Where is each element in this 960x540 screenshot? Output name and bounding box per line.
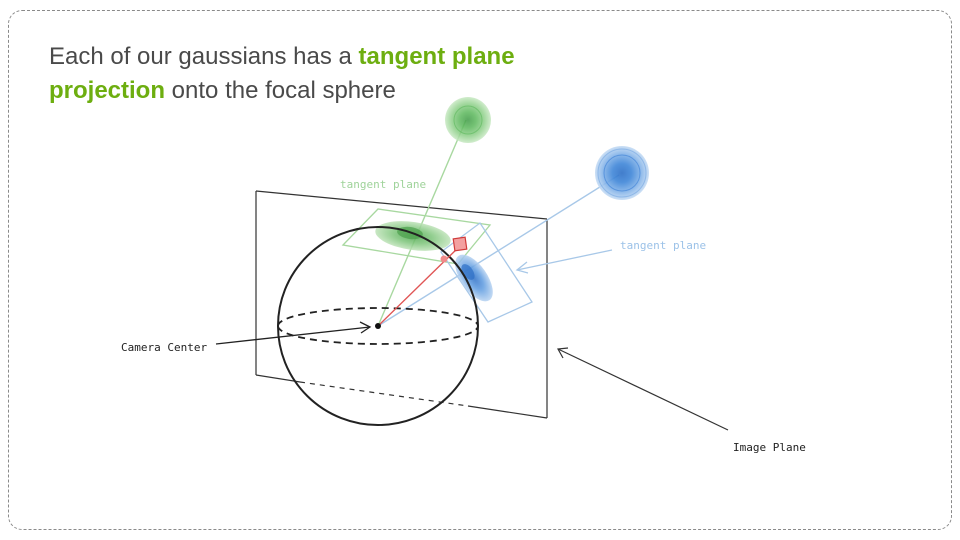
headline-highlight: tangent plane projection [49, 43, 515, 104]
slide-headline: Each of our gaussians has a tangent plan… [49, 40, 519, 108]
camera-center-label: Camera Center [121, 341, 207, 354]
camera-center-dot [375, 323, 381, 329]
image-plane-arrow [557, 347, 729, 431]
headline-text-after: onto the focal sphere [165, 77, 396, 104]
blue-gaussian [595, 146, 649, 200]
focal-sphere [277, 226, 479, 426]
green-tangent-plane [341, 208, 492, 265]
image-plane-label: Image Plane [733, 441, 806, 454]
blue-tangent-plane-arrow [515, 249, 613, 274]
blue-tangent-plane [440, 222, 533, 323]
green-ray [377, 119, 467, 327]
red-projection-ray [377, 236, 468, 327]
green-tangent-plane-label: tangent plane [340, 178, 426, 191]
blue-tangent-plane-label: tangent plane [620, 239, 706, 252]
camera-center-arrow [215, 321, 372, 345]
blue-projected-gaussian [455, 254, 493, 302]
image-plane [255, 190, 548, 419]
slide-frame [8, 10, 952, 530]
headline-text-before: Each of our gaussians has a [49, 43, 359, 70]
blue-ray [377, 174, 620, 327]
green-gaussian [445, 97, 491, 143]
